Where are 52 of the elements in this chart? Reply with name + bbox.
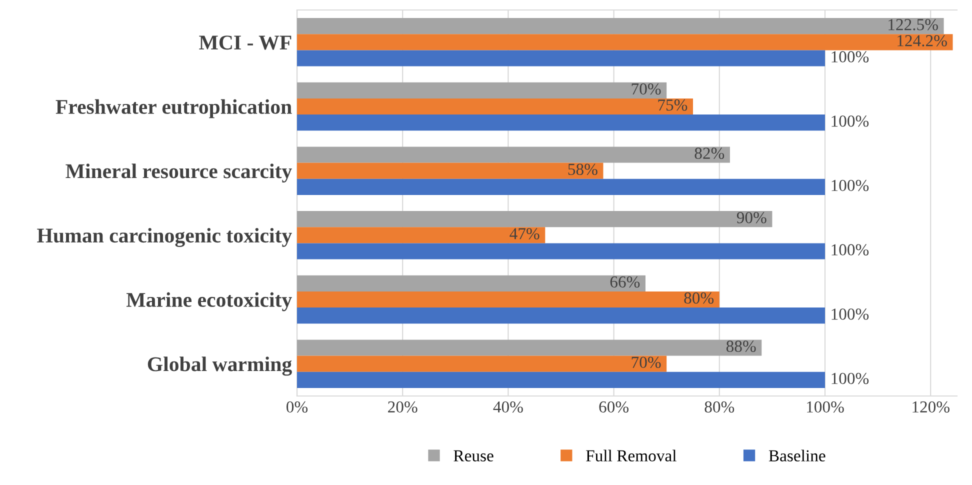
data-label: 90% [736,212,766,224]
data-label: 82% [694,148,724,159]
y-tick-label: Global warming [148,356,292,376]
bar [297,50,825,66]
bar [297,243,825,260]
bar [297,34,953,50]
data-label: 66% [610,276,640,288]
bar [297,227,546,244]
legend-label: Full Removal [586,450,676,462]
data-label: 47% [510,228,540,240]
data-label: 100% [832,308,869,320]
bar [297,340,762,356]
bar [297,18,944,34]
x-tick-label: 80% [704,401,734,413]
y-tick-label: Marine ecotoxicity [126,292,292,312]
bar [297,146,730,163]
bar [297,82,667,98]
bar [297,178,825,195]
data-label: 100% [832,372,869,384]
data-label: 100% [832,116,869,127]
y-tick-label: Human carcinogenic toxicity [37,228,292,247]
data-label: 122.5% [888,19,938,30]
bar [297,356,667,372]
bar [297,114,825,131]
bar [297,162,604,179]
x-tick-label: 100% [807,401,844,413]
x-tick-label: 40% [493,401,523,413]
data-label: 58% [568,164,598,176]
data-label: 70% [632,83,661,95]
data-label: 75% [658,99,688,111]
y-tick-label: MCI - WF [199,36,292,50]
bar [297,372,825,388]
data-label: 70% [632,356,661,368]
data-label: 100% [832,51,869,62]
data-label: 124.2% [898,35,947,46]
x-tick-label: 20% [388,401,418,413]
y-tick-label: Mineral resource scarcity [66,164,292,183]
bar [297,291,720,308]
x-tick-label: 60% [599,401,629,413]
bar [297,98,693,115]
legend-label: Baseline [768,450,826,462]
bar [297,275,646,292]
data-label: 80% [684,292,714,304]
bar [297,211,772,228]
legend-label: Reuse [454,450,494,462]
data-label: 100% [832,244,869,256]
x-tick-label: 0% [286,401,308,413]
bar [297,308,825,324]
x-tick-label: 120% [912,401,950,413]
data-label: 88% [726,340,756,352]
data-label: 100% [832,180,869,192]
y-tick-label: Freshwater eutrophication [56,99,292,118]
